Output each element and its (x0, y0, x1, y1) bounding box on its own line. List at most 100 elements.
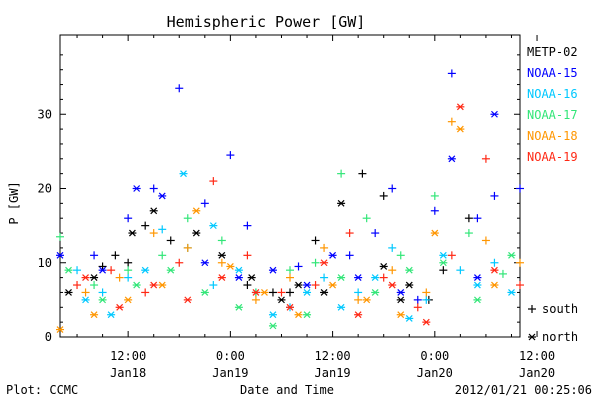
noaa-16-south-point (456, 266, 465, 275)
mark-stroke (116, 303, 124, 311)
noaa-17-north-point (303, 311, 312, 319)
noaa-16-north-point (268, 311, 277, 319)
noaa-18-north-point (294, 311, 303, 319)
noaa-18-north-point (124, 296, 133, 304)
noaa-15-north-point (473, 274, 482, 282)
noaa-17-north-point (132, 281, 141, 289)
noaa-19-south-point (481, 154, 490, 163)
noaa-19-south-point (311, 281, 320, 290)
noaa-18-north-point (456, 125, 465, 133)
noaa-17-south-point (90, 281, 99, 290)
plot-timestamp: 2012/01/21 00:25:06 (455, 383, 592, 397)
chart-legend: METP-02 NOAA-15 NOAA-16 NOAA-17 NOAA-18 NOAA-… (527, 45, 578, 344)
mark-stroke (397, 289, 405, 296)
noaa-18-south-point (422, 288, 431, 297)
mark-stroke (99, 266, 107, 274)
x-tick-date: Jan19 (315, 366, 351, 380)
noaa-19-south-point (345, 229, 354, 238)
noaa-19-south-point (107, 266, 116, 275)
x-tick-date: Jan18 (110, 366, 146, 380)
noaa-16-south-point (320, 273, 329, 282)
mark-stroke (491, 266, 498, 274)
noaa-18-south-point (481, 236, 490, 245)
noaa-15-south-point (226, 151, 235, 160)
noaa-17-north-point (166, 266, 175, 274)
mark-stroke (329, 251, 337, 259)
metp-02-north-point (379, 263, 388, 270)
mark-stroke (295, 281, 302, 289)
mark-stroke (295, 311, 302, 319)
noaa-18-north-point (430, 229, 439, 237)
metp-02-south-point (243, 281, 252, 290)
noaa-19-north-point (251, 289, 260, 296)
noaa-17-south-point (217, 236, 226, 245)
plot-credit: Plot: CCMC (6, 383, 78, 397)
noaa-17-south-point (337, 169, 346, 178)
noaa-18-south-point (251, 295, 260, 304)
legend-noaa-16: NOAA-16 (527, 87, 578, 101)
noaa-16-south-point (388, 243, 397, 252)
noaa-15-south-point (388, 184, 397, 193)
noaa-17-south-point (158, 251, 167, 260)
mark-stroke (439, 259, 447, 267)
noaa-16-north-point (141, 266, 150, 274)
mark-stroke (278, 296, 285, 304)
metp-02-north-point (277, 296, 286, 304)
noaa-16-north-point (81, 296, 90, 304)
noaa-15-north-point (447, 155, 456, 163)
chart-title: Hemispheric Power [GW] (167, 13, 366, 31)
noaa-18-north-point (328, 281, 337, 289)
mark-stroke (456, 125, 464, 133)
mark-stroke (371, 274, 379, 282)
mark-stroke (235, 274, 243, 282)
metp-02-north-point (337, 199, 346, 207)
noaa-19-north-point (490, 266, 499, 274)
noaa-15-north-point (158, 192, 167, 200)
noaa-16-south-point (98, 288, 107, 297)
noaa-18-south-point (217, 258, 226, 267)
noaa-17-north-point (268, 322, 277, 330)
mark-stroke (128, 229, 136, 237)
noaa-19-south-point (277, 288, 286, 297)
noaa-17-south-point (396, 251, 405, 260)
mark-stroke (508, 251, 515, 259)
noaa-15-north-point (328, 251, 337, 259)
mark-stroke (456, 103, 464, 111)
noaa-16-north-point (209, 222, 218, 230)
noaa-16-north-point (371, 274, 380, 282)
noaa-15-north-point (132, 185, 141, 192)
noaa-16-north-point (405, 315, 414, 322)
noaa-19-north-point (456, 103, 465, 111)
metp-02-north-point (247, 274, 256, 282)
legend-noaa-18: NOAA-18 (527, 129, 578, 143)
mark-stroke (508, 289, 515, 296)
noaa-17-south-point (430, 191, 439, 200)
mark-stroke (473, 296, 481, 304)
noaa-17-north-point (234, 303, 243, 311)
mark-stroke (405, 266, 413, 274)
noaa-17-south-point (362, 214, 371, 223)
mark-stroke (261, 289, 268, 296)
noaa-18-north-point (90, 311, 99, 319)
noaa-17-north-point (64, 266, 73, 274)
x-tick-time: 0:00 (420, 349, 449, 363)
noaa-19-south-point (243, 251, 252, 260)
noaa-15-north-point (354, 274, 363, 282)
legend-noaa-15: NOAA-15 (527, 66, 578, 80)
mark-stroke (439, 251, 447, 259)
noaa-18-north-point (56, 326, 64, 333)
noaa-18-south-point (388, 266, 397, 275)
noaa-19-south-point (379, 273, 388, 282)
noaa-16-north-point (337, 303, 346, 311)
noaa-19-north-point (81, 274, 90, 282)
noaa-18-north-point (158, 281, 167, 289)
x-tick-date: Jan20 (519, 366, 555, 380)
mark-stroke (235, 266, 243, 274)
noaa-15-south-point (413, 295, 422, 304)
noaa-18-south-point (149, 229, 158, 238)
mark-stroke (133, 185, 141, 192)
mark-stroke (158, 192, 166, 200)
metp-02-north-point (64, 289, 73, 296)
noaa-18-north-point (362, 296, 371, 304)
noaa-17-south-point (56, 232, 64, 241)
